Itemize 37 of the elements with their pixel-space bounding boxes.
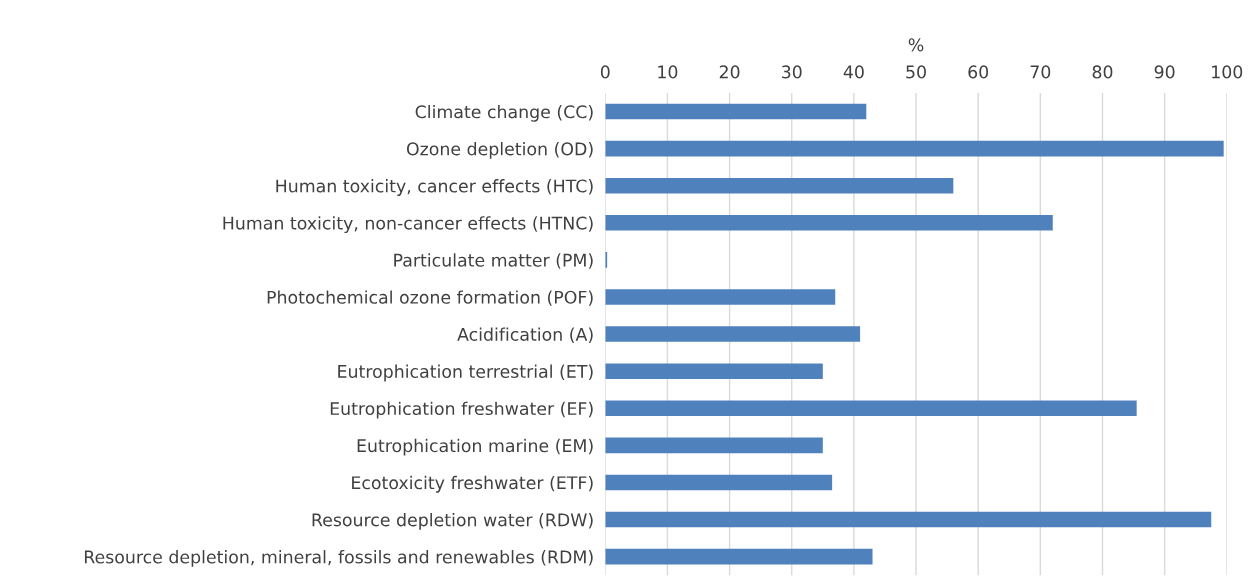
bar	[605, 548, 873, 565]
y-tick-label: Eutrophication freshwater (EF)	[330, 401, 593, 419]
y-tick-label: Eutrophication terrestrial (ET)	[338, 364, 593, 382]
bar	[605, 363, 823, 379]
x-axis-title: %	[908, 38, 924, 52]
y-tick-label: Resource depletion, mineral, fossils and renewables (RDM)	[84, 550, 593, 567]
bar	[605, 326, 861, 342]
x-tick-label: 90	[1154, 65, 1175, 79]
x-tick-label: 30	[782, 65, 802, 79]
y-tick-label: Ecotoxicity freshwater (ETF)	[352, 475, 593, 493]
y-tick-label: Particulate matter (PM)	[394, 253, 593, 269]
y-tick-label: Human toxicity, non-cancer effects (HTNC)	[223, 216, 593, 233]
x-tick-label: 0	[600, 65, 610, 79]
bar	[605, 215, 1053, 231]
x-tick-label: 60	[968, 65, 989, 79]
bar	[605, 177, 954, 194]
bar	[605, 437, 823, 454]
x-tick-label: 10	[658, 65, 678, 79]
bar	[605, 400, 1137, 417]
x-tick-label: 40	[843, 65, 864, 79]
bar	[605, 289, 836, 305]
y-tick-label: Photochemical ozone formation (POF)	[267, 290, 593, 306]
y-tick-label: Ozone depletion (OD)	[406, 142, 593, 159]
y-tick-label: Climate change (CC)	[415, 104, 593, 122]
y-tick-label: Resource depletion water (RDW)	[312, 512, 593, 530]
x-tick-label: 20	[719, 65, 740, 79]
bar	[605, 140, 1224, 157]
bar	[605, 103, 867, 120]
y-tick-label: Acidification (A)	[457, 327, 593, 343]
bar	[605, 474, 833, 491]
y-tick-label: Human toxicity, cancer effects (HTC)	[276, 179, 593, 196]
bar	[605, 511, 1212, 528]
x-tick-label: 100	[1212, 65, 1243, 79]
x-tick-label: 50	[906, 65, 926, 79]
x-tick-label: 70	[1030, 65, 1051, 79]
y-tick-label: Eutrophication marine (EM)	[357, 438, 593, 456]
x-tick-label: 80	[1092, 65, 1113, 79]
